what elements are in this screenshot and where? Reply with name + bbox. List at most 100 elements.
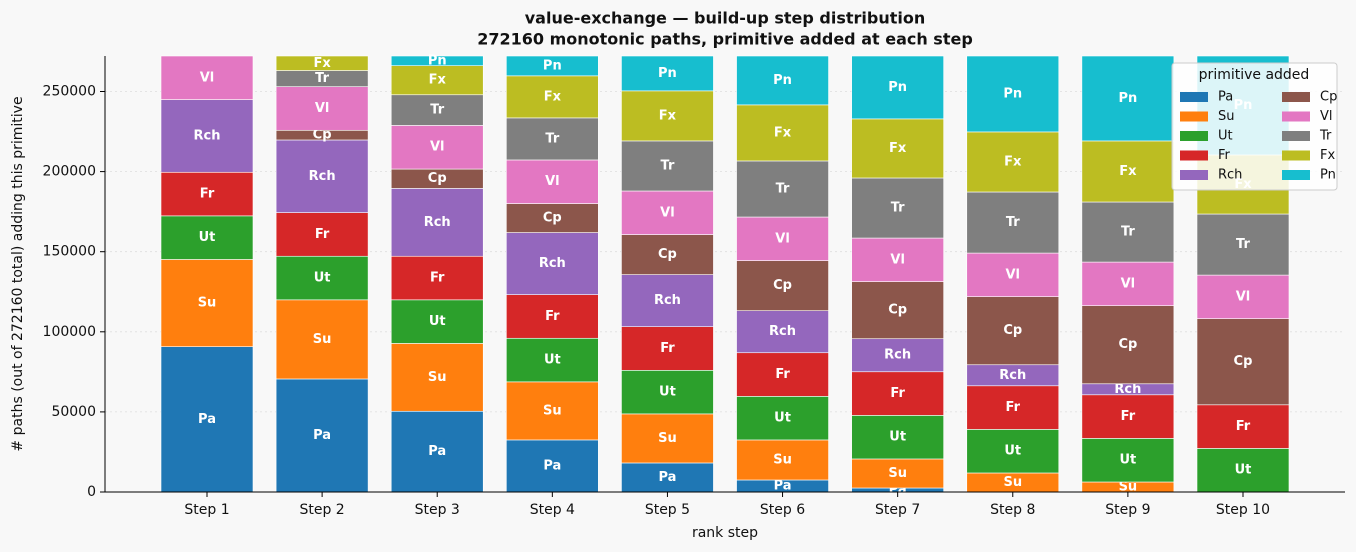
bar-segment [621,90,714,142]
bar-segment [160,259,254,347]
legend-label: Tr [1319,129,1332,144]
segment-label: Fr [1121,409,1136,424]
segment-label: Fr [890,386,905,401]
segment-label: Fr [1006,400,1021,415]
bar-segment [851,338,944,373]
bar-segment [736,439,829,481]
x-tick-label: Step 7 [875,502,920,518]
bar-segment [1081,261,1175,306]
x-tick-label: Step 4 [530,502,575,518]
bars: PaSuUtFrRchVlPaSuUtFrRchCpVlTrFxPaSuUtFr… [160,53,1290,497]
bar-segment [506,337,599,383]
segment-label: Cp [1003,323,1022,338]
bar-segment [851,237,944,282]
bar-segment [160,99,254,173]
legend-label: Pa [1218,90,1233,105]
segment-label: Su [198,296,217,311]
segment-label: Rch [424,215,451,230]
bar-segment [621,462,714,493]
segment-label: Fr [200,187,215,202]
segment-label: Fx [659,108,677,123]
bar-segment [1196,448,1290,493]
bar-segment [736,55,829,106]
segment-label: Su [773,452,792,467]
x-tick-label: Step 8 [990,502,1035,518]
chart-title: value-exchange — build-up step distribut… [525,9,925,28]
segment-label: Ut [659,385,676,400]
segment-label: Fx [889,141,907,156]
bar-segment [1196,274,1290,319]
segment-label: Ut [1004,444,1021,459]
segment-label: Tr [315,71,329,86]
bar-segment [621,274,714,328]
legend-swatch [1180,170,1208,180]
segment-label: Pa [774,478,792,493]
segment-label: Fr [660,341,675,356]
segment-label: Cp [773,278,792,293]
bar-segment [275,299,369,380]
segment-label: Tr [776,181,790,196]
legend-label: Fx [1320,148,1335,163]
segment-label: Su [658,431,677,446]
segment-label: Fx [313,56,331,71]
bar-segment [966,385,1060,430]
bar-segment [1081,201,1175,263]
segment-label: Fx [429,73,447,88]
segment-label: Vl [890,252,905,267]
segment-label: Fr [545,309,560,324]
legend: primitive added Pa Su Ut Fr Rch Cp Vl Tr Fx Pn [1171,62,1338,191]
bar-segment [506,439,599,493]
segment-label: Rch [769,324,796,339]
segment-label: Su [1119,479,1138,494]
legend-label: Rch [1218,168,1242,183]
y-tick-label: 100000 [43,324,96,340]
bar-segment [966,191,1060,254]
segment-label: Su [888,466,907,481]
legend-swatch [1282,111,1310,122]
bar-segment [621,234,714,275]
segment-label: Fx [544,89,562,104]
bar-segment [621,370,714,415]
bar-segment [1081,394,1175,439]
bar-segment [390,94,484,126]
legend-title: primitive added [1199,67,1310,83]
segment-label: Ut [199,230,216,245]
bar-segment [851,281,944,340]
segment-label: Vl [315,101,330,116]
y-tick-label: 150000 [43,244,96,260]
y-tick-label: 200000 [43,164,96,180]
y-tick-label: 250000 [43,84,96,100]
segment-label: Fr [1236,419,1251,434]
bar-segment [966,55,1060,133]
segment-label: Fr [315,227,330,242]
x-tick-label: Step 6 [760,502,805,518]
bar-segment [1196,318,1290,406]
bar-segment [851,371,944,416]
segment-label: Cp [313,128,332,143]
bar-segment [160,55,254,100]
bar-segment [966,296,1060,366]
segment-label: Vl [660,205,675,220]
bar-segment [506,203,599,233]
legend-swatch [1180,131,1208,141]
x-tick-label: Step 5 [645,502,690,518]
segment-label: Ut [1119,453,1136,468]
legend-swatch [1282,92,1310,102]
bar-segment [851,55,944,120]
segment-label: Cp [658,247,677,262]
segment-label: Pa [543,458,561,473]
bar-segment [851,177,944,239]
segment-label: Fx [774,125,792,140]
segment-label: Tr [1121,225,1135,240]
segment-label: Pa [198,412,216,427]
segment-label: Vl [1236,289,1251,304]
bar-segment [851,118,944,179]
segment-label: Su [1003,475,1022,490]
legend-label: Pn [1320,168,1336,183]
bar-segment [275,212,369,257]
legend-label: Su [1218,109,1235,124]
segment-label: Ut [544,353,561,368]
segment-label: Pn [888,80,907,95]
segment-label: Vl [545,174,560,189]
bar-segment [506,117,599,161]
